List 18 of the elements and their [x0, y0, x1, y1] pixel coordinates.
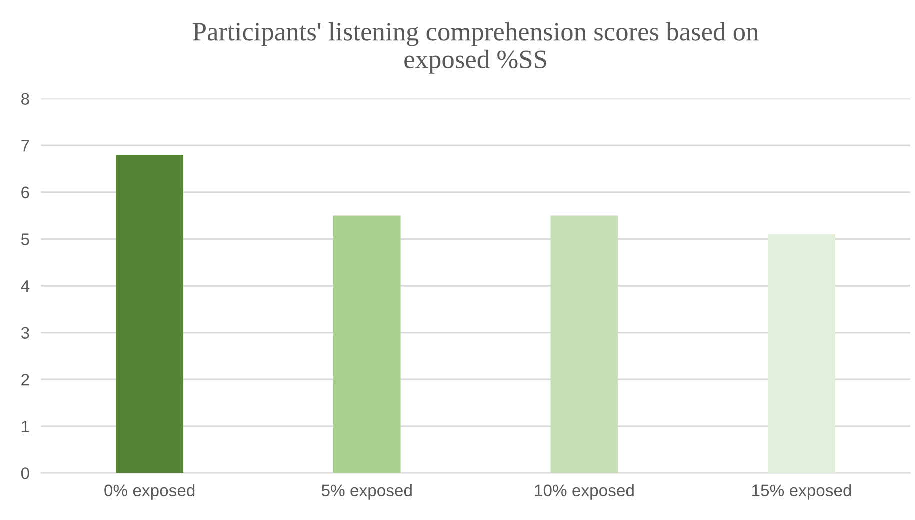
y-tick-label: 1 [22, 420, 30, 432]
y-tick-label: 4 [21, 280, 30, 292]
y-tick-label: 2 [22, 374, 30, 386]
y-tick-label: 6 [22, 186, 30, 199]
y-tick-label: 8 [22, 93, 30, 106]
bar [116, 154, 184, 474]
y-tick-label: 3 [21, 327, 30, 340]
bar [550, 216, 618, 474]
chart-title: Participants' listening comprehension scores based on exposed %SS [193, 22, 759, 74]
bar [768, 234, 836, 474]
x-tick-label: 10% exposed [535, 484, 634, 500]
y-tick-label: 0 [21, 468, 30, 480]
y-tick-label: 7 [22, 140, 30, 152]
x-tick-label: 5% exposed [322, 484, 412, 500]
x-tick-label: 15% exposed [752, 484, 852, 500]
y-tick-label: 5 [21, 234, 30, 246]
bar [333, 216, 401, 474]
x-tick-label: 0% exposed [104, 484, 195, 500]
